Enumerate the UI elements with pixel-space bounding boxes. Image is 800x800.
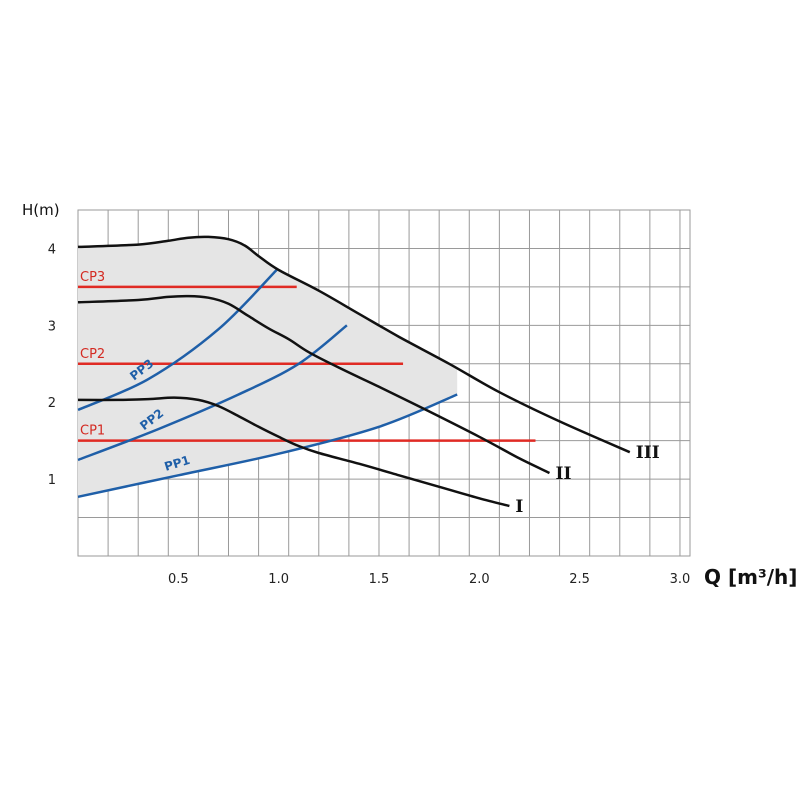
operating-region: [78, 236, 458, 497]
x-tick-label: 2.0: [469, 572, 490, 587]
x-tick-label: 1.5: [369, 572, 390, 587]
x-tick-label: 1.0: [268, 572, 289, 587]
speed-curves: [77, 235, 631, 508]
constant-pressure-label-cp1: CP1: [80, 424, 105, 439]
y-axis-label: H(m): [22, 201, 60, 219]
speed-curve-label-iii: III: [636, 443, 660, 463]
x-tick-label: 0.5: [168, 572, 189, 587]
speed-curve-label-i: I: [515, 497, 523, 517]
y-tick-label: 2: [48, 396, 56, 411]
proportional-pressure-curves: [77, 269, 458, 499]
x-tick-label: 3.0: [670, 572, 691, 587]
speed-curve-ii: [77, 294, 551, 475]
x-axis-label: Q [m³/h]: [704, 565, 797, 589]
speed-curve-i: [77, 396, 510, 508]
y-tick-label: 3: [48, 319, 56, 334]
y-tick-label: 1: [48, 473, 56, 488]
operating-region-fill: [78, 236, 458, 497]
constant-pressure-label-cp3: CP3: [80, 270, 105, 285]
speed-curve-label-ii: II: [556, 464, 572, 484]
proportional-pressure-curve-pp3: [77, 269, 278, 412]
x-tick-label: 2.5: [569, 572, 590, 587]
proportional-pressure-curve-pp2: [77, 324, 348, 462]
axis-ticks: 0.5 1.0 1.5 2.0 2.5 3.0 1 2 3 4: [48, 242, 691, 587]
constant-pressure-label-cp2: CP2: [80, 347, 105, 362]
proportional-pressure-curve-pp1: [77, 393, 458, 499]
speed-curve-iii: [77, 235, 631, 454]
y-tick-label: 4: [48, 242, 56, 257]
